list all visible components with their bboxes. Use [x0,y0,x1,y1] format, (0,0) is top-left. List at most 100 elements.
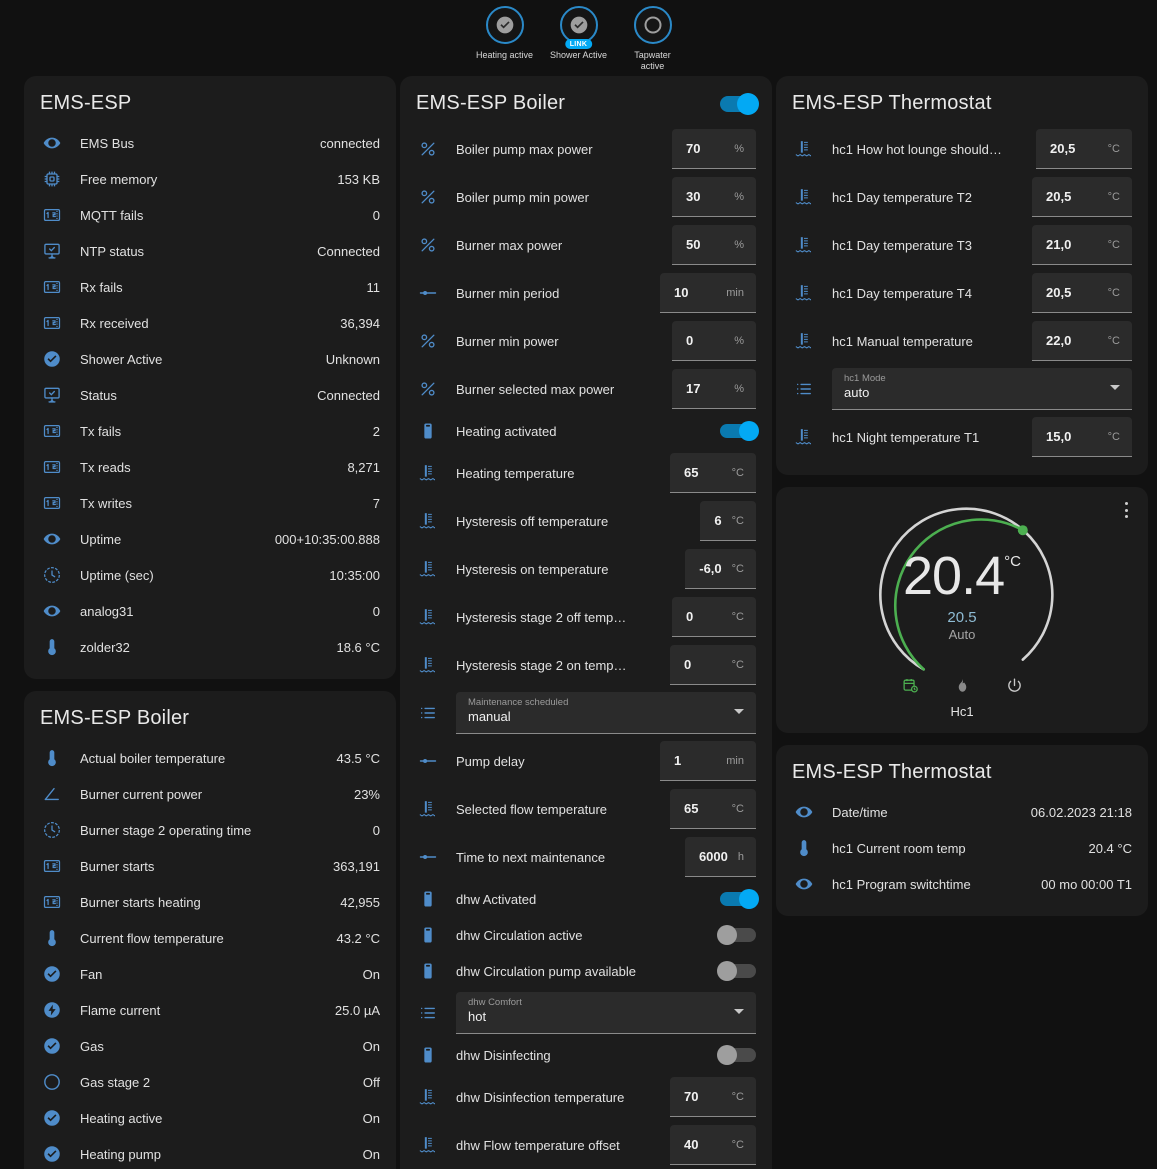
entity-number-input[interactable]: 40 °C [670,1125,756,1165]
entity-row[interactable]: Tx reads 8,271 [40,449,380,485]
entity-row[interactable]: Burner starts 363,191 [40,848,380,884]
entity-row[interactable]: Gas On [40,1028,380,1064]
entity-row-number: Selected flow temperature 65 °C [416,785,756,833]
card-thermostat-controls: EMS-ESP Thermostat hc1 How hot lounge sh… [776,76,1148,475]
number-value: 65 [684,465,699,480]
entity-row[interactable]: Gas stage 2 Off [40,1064,380,1100]
power-icon[interactable] [1004,675,1024,695]
entity-row-toggle: dhw Circulation pump available [416,953,756,989]
entity-number-input[interactable]: 70 °C [670,1077,756,1117]
entity-number-input[interactable]: -6,0 °C [685,549,756,589]
number-unit: °C [731,802,744,815]
entity-row[interactable]: Tx fails 2 [40,413,380,449]
entity-row[interactable]: Flame current 25.0 µA [40,992,380,1028]
entity-row[interactable]: Free memory 153 KB [40,161,380,197]
entity-number-input[interactable]: 20,5 °C [1032,273,1132,313]
entity-number-input[interactable]: 50 % [672,225,756,265]
entity-toggle[interactable] [717,961,756,981]
water-boiler-icon [416,923,440,947]
entity-value: On [362,1038,380,1054]
entity-select[interactable]: dhw Comfort hot [456,992,756,1034]
entity-number-input[interactable]: 0 °C [672,597,756,637]
entity-number-input[interactable]: 20,5 °C [1036,129,1132,169]
dial-readout: 20.4 °C 20.5 Auto [862,495,1062,695]
number-unit: °C [1107,142,1120,155]
entity-number-input[interactable]: 65 °C [670,453,756,493]
thermostat-dial[interactable]: 20.4 °C 20.5 Auto [862,495,1062,695]
entity-number-input[interactable]: 22,0 °C [1032,321,1132,361]
entity-toggle[interactable] [717,925,756,945]
entity-row[interactable]: Actual boiler temperature 43.5 °C [40,740,380,776]
entity-number-input[interactable]: 20,5 °C [1032,177,1132,217]
entity-row-number: Burner selected max power 17 % [416,365,756,413]
entity-row[interactable]: Current flow temperature 43.2 °C [40,920,380,956]
entity-number-input[interactable]: 15,0 °C [1032,417,1132,457]
entity-row-number: Hysteresis stage 2 on temp… 0 °C [416,641,756,689]
entity-name: hc1 How hot lounge should… [832,141,1002,157]
select-value: hot [468,1009,487,1024]
entity-number-input[interactable]: 0 % [672,321,756,361]
entity-row[interactable]: Heating active On [40,1100,380,1136]
status-badge-tapwater-active[interactable]: Tapwater active [623,6,683,72]
entity-row[interactable]: EMS Bus connected [40,125,380,161]
entity-row[interactable]: Burner current power 23% [40,776,380,812]
entity-number-input[interactable]: 0 °C [670,645,756,685]
status-badge-heating-active[interactable]: Heating active [475,6,535,61]
entity-number-input[interactable]: 10 min [660,273,756,313]
entity-name: Tx writes [80,495,132,511]
number-unit: °C [731,1090,744,1103]
toggle-thumb [739,889,759,909]
dial-target-temp: 20.5 [947,608,977,626]
entity-row[interactable]: Burner starts heating 42,955 [40,884,380,920]
number-unit: °C [1107,190,1120,203]
entity-row[interactable]: Uptime 000+10:35:00.888 [40,521,380,557]
number-value: 30 [686,189,701,204]
entity-row[interactable]: Status Connected [40,377,380,413]
entity-row[interactable]: zolder32 18.6 °C [40,629,380,665]
card-header-toggle[interactable] [720,92,759,115]
number-unit: % [734,238,744,251]
entity-name: Tx fails [80,423,122,439]
entity-row[interactable]: Uptime (sec) 10:35:00 [40,557,380,593]
entity-row[interactable]: NTP status Connected [40,233,380,269]
thermometer-icon [792,836,816,860]
entity-number-input[interactable]: 1 min [660,741,756,781]
entity-toggle[interactable] [720,421,759,441]
entity-toggle[interactable] [717,1045,756,1065]
calendar-clock-icon[interactable] [900,675,920,695]
status-badge-shower-active[interactable]: LINK Shower Active [549,6,609,61]
number-unit: % [734,142,744,155]
entity-number-input[interactable]: 21,0 °C [1032,225,1132,265]
flame-icon[interactable] [952,675,972,695]
entity-number-input[interactable]: 65 °C [670,789,756,829]
entity-row[interactable]: Date/time 06.02.2023 21:18 [792,794,1132,830]
entity-select[interactable]: Maintenance scheduled manual [456,692,756,734]
entity-value: 153 KB [337,171,380,187]
entity-number-input[interactable]: 30 % [672,177,756,217]
eye-icon [40,527,64,551]
entity-select[interactable]: hc1 Mode auto [832,368,1132,410]
entity-row[interactable]: Shower Active Unknown [40,341,380,377]
entity-row[interactable]: Rx received 36,394 [40,305,380,341]
entity-number-input[interactable]: 70 % [672,129,756,169]
entity-number-input[interactable]: 17 % [672,369,756,409]
entity-name: Fan [80,966,103,982]
entity-row[interactable]: Tx writes 7 [40,485,380,521]
entity-row[interactable]: hc1 Current room temp 20.4 °C [792,830,1132,866]
entity-number-input[interactable]: 6000 h [684,837,756,877]
entity-row[interactable]: hc1 Program switchtime 00 mo 00:00 T1 [792,866,1132,902]
entity-number-input[interactable]: 6 °C [700,501,756,541]
number-value: 1 [674,753,682,768]
entity-row[interactable]: Burner stage 2 operating time 0 [40,812,380,848]
entity-toggle[interactable] [720,889,759,909]
entity-row[interactable]: Fan On [40,956,380,992]
number-unit: °C [1107,286,1120,299]
overflow-menu-icon[interactable] [1118,499,1134,521]
entity-row[interactable]: Heating pump On [40,1136,380,1169]
dial-action-row [776,675,1148,695]
entity-row[interactable]: MQTT fails 0 [40,197,380,233]
number-unit: °C [731,466,744,479]
entity-row[interactable]: Rx fails 11 [40,269,380,305]
entity-row[interactable]: analog31 0 [40,593,380,629]
select-label: Maintenance scheduled [468,697,569,708]
